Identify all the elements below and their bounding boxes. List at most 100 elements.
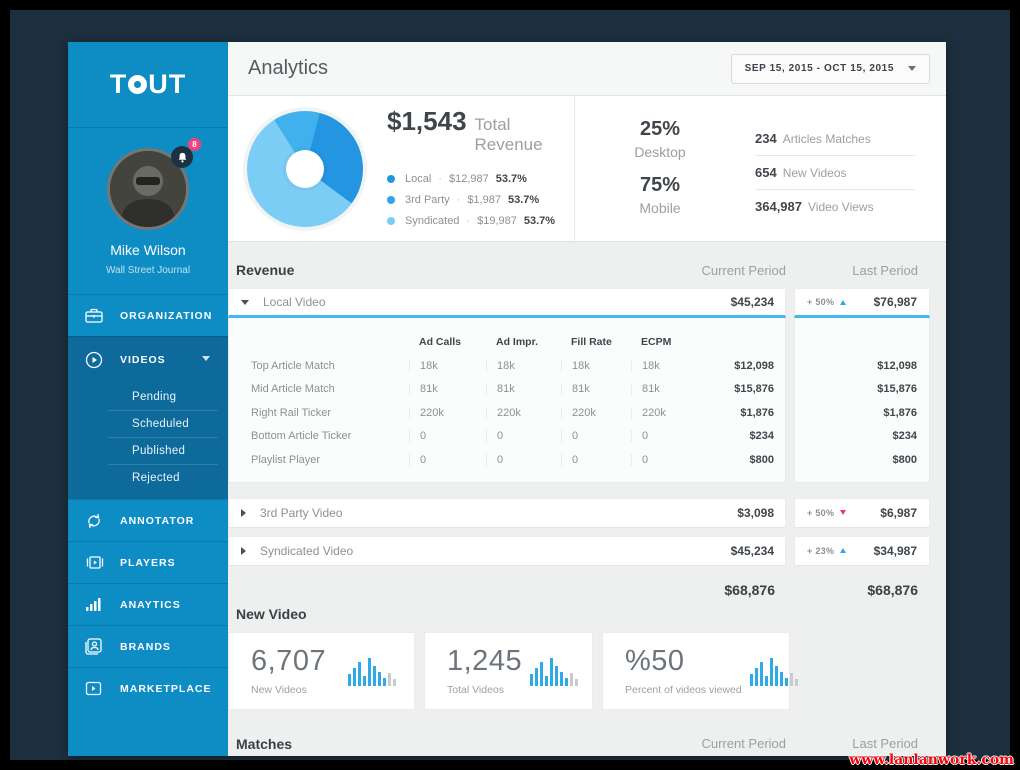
last-period-cell: + 23% $34,987 [794,535,930,566]
mobile-label: Mobile [639,200,681,216]
total-revenue-value: $1,543 [387,106,467,136]
sidebar-subitem-pending[interactable]: Pending [132,390,177,403]
row-last-value: $34,987 [873,543,917,558]
last-period-cell: + 50% $6,987 [794,497,930,528]
total-revenue-label: Total Revenue [474,115,543,154]
sidebar-subitem-published[interactable]: Published [108,437,218,464]
sidebar-item-label: ORGANIZATION [120,309,213,322]
matches-title: Matches [236,735,293,752]
tout-logo: T UT [110,69,187,100]
matches-section-header: Matches Current Period Last Period [228,736,946,757]
new-video-cards: 6,707 New Videos 1,245 Total Videos %50 [228,631,930,710]
legend-dot-icon [387,174,395,183]
stats-right-panel: 25% Desktop 75% Mobile 234 Articles Match… [575,96,946,241]
dot-separator: · [466,214,471,227]
legend-item-3rd-party: 3rd Party · $1,987 53.7% [387,189,574,210]
main-area: Analytics SEP 15, 2015 - OCT 15, 2015 $1… [228,42,946,756]
sidebar-filler [68,709,228,756]
sidebar-item-label: ANAYTICS [120,598,181,611]
profile-org: Wall Street Journal [105,265,191,276]
mini-bar-chart-icon [346,656,396,686]
logo-text-left: T [109,69,128,99]
app-window: T UT 8 Mike Wilson Wall St [68,42,946,756]
sidebar-item-players[interactable]: PLAYERS [68,541,228,583]
card-label: New Videos [251,684,307,696]
counter-value: 364,987 [755,199,802,214]
table-row: $234 [892,430,917,443]
row-label: Syndicated Video [260,543,354,558]
sidebar-item-label: BRANDS [120,640,171,653]
sidebar-item-marketplace[interactable]: MARKETPLACE [68,667,228,709]
table-row: Right Rail Ticker 220k 220k 220k 220k $1… [251,406,774,419]
date-range-button[interactable]: SEP 15, 2015 - OCT 15, 2015 [730,53,930,84]
current-period-label: Current Period [701,262,786,278]
player-screens-icon [85,554,107,572]
stat-card-percent-viewed: %50 Percent of videos viewed [602,631,798,710]
brand-card-icon [85,638,107,656]
sidebar-subitem-scheduled[interactable]: Scheduled [108,410,218,437]
counter-value: 654 [755,165,777,180]
revenue-overview: $1,543 Total Revenue Local · $12,987 53.… [228,96,575,241]
donut-hole [286,149,324,188]
loop-arrows-icon [85,512,107,530]
video-play-circle-icon [85,351,107,369]
marketplace-play-icon [85,680,107,698]
counter-label: Video Views [808,200,874,214]
legend-label: 3rd Party [405,193,450,206]
revenue-row-toggle[interactable]: Local Video $45,234 [228,288,786,318]
chevron-down-icon [908,66,916,71]
dot-separator: · [438,172,442,185]
sidebar-nav: ORGANIZATION VIDEOS Pending Scheduled Pu… [68,294,228,756]
col-header-ecpm: ECPM [641,336,672,348]
trend-down-icon [840,510,847,515]
row-current-value: $45,234 [730,543,774,558]
content-scroll[interactable]: $1,543 Total Revenue Local · $12,987 53.… [228,96,946,756]
notification-badge[interactable]: 8 [188,138,201,151]
sidebar-item-videos[interactable]: VIDEOS [68,337,228,383]
sidebar-item-anaytics[interactable]: ANAYTICS [68,583,228,625]
bell-icon[interactable]: 8 [171,138,201,168]
counter-video-views: 364,987 Video Views [755,190,915,223]
legend-dot-icon [387,216,395,225]
sidebar-item-annotator[interactable]: ANNOTATOR [68,499,228,541]
mobile-pct: 75% [639,174,681,196]
revenue-section-header: Revenue Current Period Last Period [228,262,946,288]
change-pct: + 50% [807,507,835,518]
total-last: $68,876 [867,581,918,598]
revenue-row-toggle[interactable]: Syndicated Video $45,234 [228,535,786,566]
revenue-detail: Ad Calls Ad Impr. Fill Rate ECPM Top Art… [228,318,930,483]
revenue-row-local-video: Local Video $45,234 + 50% $76,987 [228,288,930,318]
legend-label: Syndicated [405,214,460,227]
new-video-section-header: New Video [228,606,946,632]
device-split: 25% Desktop 75% Mobile [605,114,715,241]
table-row: Playlist Player 0 0 0 0 $800 [251,453,774,466]
trend-up-icon [840,548,847,553]
legend-item-syndicated: Syndicated · $19,987 53.7% [387,210,574,231]
stats-panel: $1,543 Total Revenue Local · $12,987 53.… [228,96,946,242]
change-pct: + 50% [807,297,835,307]
sidebar-subitem-rejected[interactable]: Rejected [108,464,218,491]
date-range-label: SEP 15, 2015 - OCT 15, 2015 [744,63,894,74]
revenue-title: Revenue [236,262,295,278]
page-title: Analytics [248,57,329,79]
revenue-donut-chart [247,110,363,227]
row-label: Local Video [263,295,326,309]
dot-separator: · [456,193,461,206]
last-period-cell: + 50% $76,987 [794,288,930,318]
legend-label: Local [405,172,432,185]
sidebar-item-brands[interactable]: BRANDS [68,625,228,667]
revenue-row-toggle[interactable]: 3rd Party Video $3,098 [228,497,786,528]
revenue-row-syndicated: Syndicated Video $45,234 + 23% $34,987 [228,535,930,566]
sidebar: T UT 8 Mike Wilson Wall St [68,42,228,756]
last-period-label: Last Period [852,262,918,278]
card-value: 1,245 [447,645,523,677]
counter-value: 234 [755,131,777,146]
sidebar-item-organization[interactable]: ORGANIZATION [68,294,228,336]
desktop-label: Desktop [634,144,686,160]
row-last-value: $76,987 [873,295,917,309]
mini-bar-chart-icon [528,656,579,686]
counter-articles-matches: 234 Articles Matches [755,122,915,156]
revenue-totals-row: $68,876 $68,876 [228,566,930,598]
legend-value: $1,987 [467,193,501,206]
table-row: $800 [892,453,917,466]
